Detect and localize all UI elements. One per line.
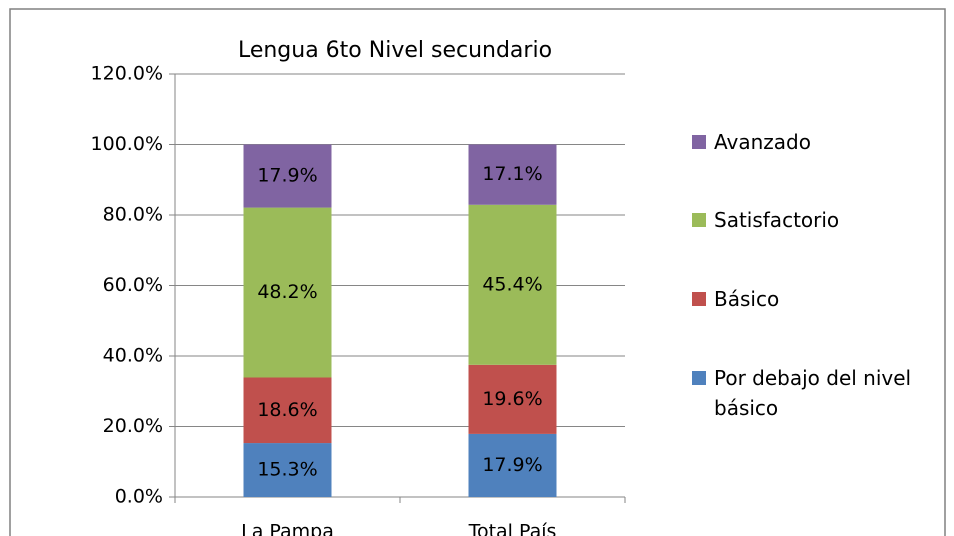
- legend-label: Satisfactorio: [714, 208, 840, 232]
- x-tick-label: La Pampa: [241, 521, 334, 536]
- x-tick-label: Total País: [468, 521, 557, 536]
- legend-swatch: [692, 292, 706, 306]
- legend-item: Por debajo del nivel básico: [692, 363, 952, 423]
- data-label: 17.9%: [257, 165, 317, 187]
- bar-segment: [243, 207, 332, 378]
- data-label: 48.2%: [257, 281, 317, 303]
- data-label: 15.3%: [257, 459, 317, 481]
- legend-label: Avanzado: [714, 130, 811, 154]
- bar-segment: [468, 364, 557, 434]
- legend-label: Básico: [714, 287, 780, 311]
- y-tick-label: 100.0%: [91, 133, 163, 155]
- y-tick-label: 80.0%: [103, 204, 163, 226]
- bar-segment: [468, 144, 557, 205]
- y-tick-label: 0.0%: [115, 486, 163, 508]
- legend-item: Satisfactorio: [692, 205, 952, 235]
- data-label: 19.6%: [482, 388, 542, 410]
- legend-swatch: [692, 213, 706, 227]
- legend-label: Por debajo del nivel básico: [714, 366, 912, 420]
- data-label: 17.1%: [482, 163, 542, 185]
- y-tick-label: 120.0%: [91, 63, 163, 85]
- data-label: 17.9%: [482, 454, 542, 476]
- data-label: 45.4%: [482, 273, 542, 295]
- legend-item: Avanzado: [692, 127, 952, 157]
- y-tick-label: 40.0%: [103, 345, 163, 367]
- bar-segment: [468, 433, 557, 497]
- chart-title: Lengua 6to Nivel secundario: [238, 38, 552, 63]
- bar-segment: [468, 204, 557, 365]
- legend-swatch: [692, 371, 706, 385]
- bar-segment: [243, 377, 332, 444]
- bar-segment: [243, 144, 332, 208]
- y-tick-label: 20.0%: [103, 415, 163, 437]
- legend-swatch: [692, 135, 706, 149]
- bar-segment: [243, 443, 332, 497]
- legend-item: Básico: [692, 284, 952, 314]
- data-label: 18.6%: [257, 399, 317, 421]
- y-tick-label: 60.0%: [103, 274, 163, 296]
